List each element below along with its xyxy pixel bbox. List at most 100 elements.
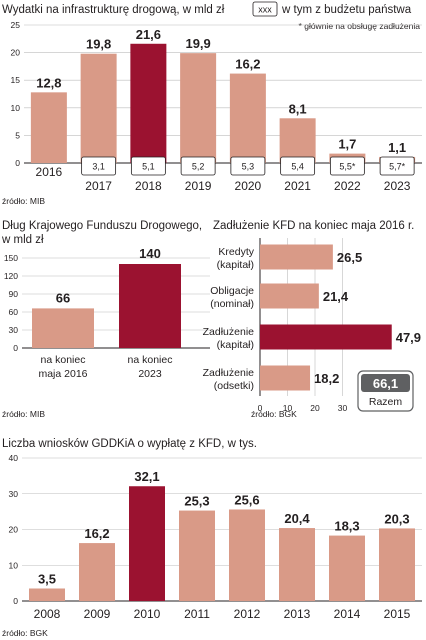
x-tick-label: 2011 (184, 607, 210, 621)
x-tick-label: 2017 (85, 179, 112, 193)
x-tick-label: 2016 (36, 165, 63, 179)
y-tick-label: 25 (11, 20, 21, 30)
value-label: 1,1 (388, 140, 406, 155)
chart-dlug-bars (32, 264, 181, 348)
legend-budget-swatch-text: xxx (258, 5, 272, 15)
budget-box (379, 156, 415, 176)
chart-zadluzenie-value-labels: 26,5 21,4 47,9 18,2 (314, 250, 421, 386)
bar (260, 365, 311, 391)
budget-label: 5,2 (192, 162, 205, 172)
chart-dlug-title-line1: Dług Krajowego Funduszu Drogowego, (2, 220, 202, 232)
total-badge-value: 66,1 (373, 376, 398, 391)
budget-label: 5,3 (242, 162, 255, 172)
bar (130, 43, 167, 163)
value-label: 19,8 (86, 37, 111, 52)
chart-wydatki-title: Wydatki na infrastrukturę drogową, w mld… (2, 4, 225, 16)
x-tick-label: 30 (338, 403, 348, 413)
bar (180, 53, 217, 163)
budget-box (280, 156, 316, 176)
chart-zadluzenie-x-ticks: 0 10 20 30 (258, 403, 348, 413)
value-label: 25,6 (234, 492, 259, 507)
value-label: 66 (56, 290, 70, 305)
y-tick-label: 10 (11, 103, 21, 113)
chart-wnioski-bars (29, 486, 415, 601)
budget-label: 5,1 (142, 162, 155, 172)
x-tick-label: 2013 (284, 607, 311, 621)
y-tick-label: 150 (4, 253, 18, 263)
y-tick-label: 0 (13, 596, 18, 606)
y-tick-label: 20 (9, 525, 19, 535)
chart-dlug: Dług Krajowego Funduszu Drogowego, w mld… (1, 220, 210, 419)
bar (29, 588, 65, 601)
value-label: 26,5 (337, 250, 362, 265)
budget-box (81, 156, 117, 176)
x-tick-label: na koniec (128, 354, 173, 366)
chart-wydatki-footnote: * głównie na obsługę zadłużenia (299, 21, 421, 31)
value-label: 3,5 (38, 571, 56, 586)
y-tick-label: 40 (9, 453, 19, 463)
value-label: 18,2 (314, 371, 339, 386)
value-label: 21,6 (136, 27, 161, 42)
y-tick-label: 5 (15, 130, 20, 140)
y-tick-label: (odsetki) (214, 380, 254, 392)
budget-label: 5,5* (339, 162, 356, 172)
y-tick-label: (kapitał) (217, 259, 254, 271)
budget-box (329, 156, 365, 176)
chart-wydatki-bars (30, 43, 416, 164)
budget-label: 5,4 (291, 162, 304, 172)
legend-budget-label: w tym z budżetu państwa (281, 4, 412, 16)
bar (79, 543, 115, 601)
value-label: 25,3 (184, 494, 209, 509)
bar (32, 308, 94, 348)
y-tick-label: 60 (9, 307, 19, 317)
budget-box (230, 156, 266, 176)
bar (129, 486, 165, 601)
y-tick-label: 0 (15, 158, 20, 168)
chart-zadluzenie-source: źródło: BGK (251, 409, 297, 419)
bar (379, 528, 415, 601)
y-tick-label: 0 (13, 343, 18, 353)
bar (279, 118, 316, 163)
y-tick-label: 90 (9, 289, 19, 299)
x-tick-label: 2020 (235, 179, 262, 193)
chart-wnioski-value-labels: 3,5 16,2 32,1 25,3 25,6 20,4 18,3 20,3 (38, 469, 410, 586)
y-tick-label: Zadłużenie (203, 326, 255, 338)
y-tick-label: Kredyty (218, 246, 254, 258)
y-tick-label: (nominał) (210, 298, 254, 310)
y-tick-label: Obligacje (210, 285, 254, 297)
budget-label: 3,1 (92, 162, 105, 172)
chart-zadluzenie-y-ticks: Kredyty(kapitał)Obligacje(nominał)Zadłuż… (203, 246, 255, 392)
chart-dlug-title-line2: w mld zł (1, 234, 44, 246)
y-tick-label: 30 (9, 325, 19, 335)
bar (260, 244, 333, 270)
y-tick-label: 10 (9, 560, 19, 570)
legend-budget-swatch (252, 1, 278, 17)
x-tick-label: 2022 (334, 179, 361, 193)
chart-wydatki-source: źródło: MIB (2, 196, 45, 206)
bar (80, 53, 117, 164)
value-label: 19,9 (185, 36, 210, 51)
value-label: 20,4 (284, 511, 310, 526)
chart-wydatki-value-labels: 12,8 19,8 21,6 19,9 16,2 8,1 1,7 1,1 (36, 27, 406, 155)
chart-wnioski-source: źródło: BGK (2, 628, 48, 638)
value-label: 18,3 (334, 519, 359, 534)
chart-dlug-source: źródło: MIB (2, 409, 45, 419)
x-tick-label: 2018 (135, 179, 162, 193)
value-label: 16,2 (84, 526, 109, 541)
x-tick-label: 0 (258, 403, 263, 413)
total-badge-label: Razem (369, 396, 403, 408)
budget-box (130, 156, 166, 176)
x-tick-label: na koniec (41, 354, 86, 366)
y-tick-label: 20 (11, 48, 21, 58)
y-tick-label: (kapitał) (217, 339, 254, 351)
value-label: 20,3 (384, 511, 409, 526)
chart-wnioski-x-ticks: 2008 2009 2010 2011 2012 2013 2014 2015 (34, 607, 411, 621)
value-label: 16,2 (235, 57, 260, 72)
chart-zadluzenie: Zadłużenie KFD na koniec maja 2016 r. 26… (203, 220, 421, 419)
bar (329, 535, 365, 601)
x-tick-label: 2008 (34, 607, 61, 621)
chart-wnioski-title: Liczba wniosków GDDKiA o wypłatę z KFD, … (2, 438, 257, 450)
value-label: 1,7 (338, 137, 356, 152)
y-tick-label: 30 (9, 489, 19, 499)
y-tick-label: Zadłużenie (203, 367, 255, 379)
